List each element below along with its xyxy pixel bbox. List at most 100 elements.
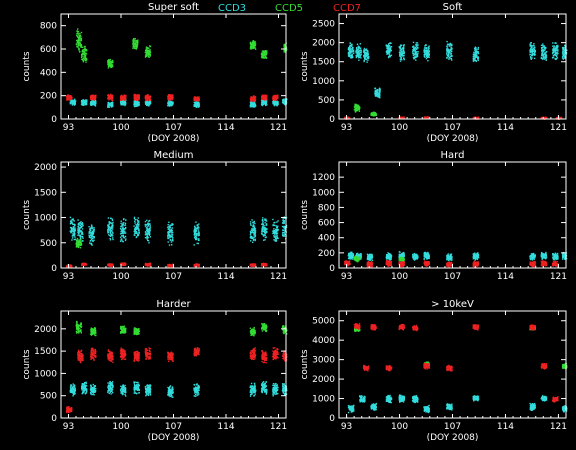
data-point — [363, 60, 365, 63]
data-point — [284, 45, 286, 47]
data-point — [135, 104, 138, 106]
data-point — [530, 45, 532, 48]
data-point — [107, 226, 109, 228]
data-point — [133, 98, 136, 101]
data-point — [474, 59, 477, 62]
data-point — [124, 235, 127, 238]
data-point — [149, 95, 152, 98]
data-point — [167, 94, 169, 97]
data-point — [284, 47, 286, 49]
data-point — [76, 245, 78, 248]
data-point — [401, 52, 403, 54]
data-point — [251, 219, 253, 221]
data-point — [145, 231, 147, 233]
data-point — [82, 240, 84, 242]
data-point — [146, 49, 148, 52]
data-point — [197, 102, 199, 104]
data-point — [252, 104, 255, 106]
data-point — [147, 51, 150, 54]
data-point — [252, 100, 254, 103]
data-point — [424, 46, 426, 49]
data-point — [555, 51, 557, 53]
data-point — [167, 233, 169, 235]
data-point — [83, 53, 85, 55]
data-point — [275, 230, 277, 233]
data-point — [388, 43, 390, 45]
data-point — [138, 225, 140, 227]
data-point — [148, 96, 151, 99]
data-point — [147, 239, 150, 242]
data-point — [262, 57, 264, 59]
data-point — [195, 232, 198, 235]
data-point — [111, 100, 114, 102]
data-point — [85, 58, 87, 61]
data-point — [81, 223, 84, 226]
data-point — [363, 51, 365, 53]
x-tick-label: 107 — [444, 123, 461, 133]
data-point — [196, 106, 198, 108]
data-point — [351, 55, 353, 58]
data-point — [563, 51, 565, 53]
data-point — [533, 44, 535, 47]
data-point — [122, 227, 124, 230]
data-point — [108, 223, 111, 225]
data-point — [534, 54, 536, 56]
data-point — [108, 234, 110, 236]
data-point — [78, 233, 80, 235]
data-point — [73, 238, 75, 241]
data-point — [533, 53, 535, 56]
data-point — [92, 232, 94, 234]
data-point — [133, 43, 135, 45]
data-point — [149, 53, 151, 55]
data-point — [564, 47, 566, 49]
data-point — [378, 96, 381, 99]
data-point — [89, 227, 92, 229]
data-point — [123, 102, 125, 105]
data-point — [146, 51, 148, 53]
data-point — [170, 96, 173, 99]
data-point — [84, 50, 87, 52]
data-point — [283, 44, 286, 46]
data-point — [71, 222, 73, 224]
data-point — [133, 216, 136, 219]
data-point — [76, 239, 78, 242]
data-point — [254, 105, 257, 107]
data-point — [147, 99, 149, 101]
data-point — [261, 226, 264, 228]
data-point — [351, 57, 353, 59]
data-point — [377, 96, 379, 98]
data-point — [91, 232, 93, 235]
data-point — [447, 43, 449, 45]
data-point — [83, 102, 85, 104]
data-point — [80, 36, 82, 38]
data-point — [265, 100, 268, 102]
data-point — [265, 56, 267, 58]
data-point — [283, 49, 285, 52]
data-point — [70, 264, 73, 267]
data-point — [108, 221, 111, 223]
data-point — [529, 51, 531, 54]
data-point — [133, 102, 135, 105]
data-point — [262, 98, 264, 100]
data-point — [121, 98, 123, 100]
point-cluster — [249, 95, 257, 103]
data-point — [415, 51, 418, 53]
data-point — [121, 103, 123, 105]
data-point — [265, 223, 268, 225]
data-point — [474, 51, 477, 54]
data-point — [195, 234, 198, 237]
data-point — [77, 231, 79, 233]
data-point — [533, 48, 536, 50]
data-point — [353, 52, 355, 54]
data-point — [74, 238, 77, 240]
data-point — [132, 45, 134, 47]
data-point — [77, 245, 79, 248]
data-point — [416, 48, 418, 50]
data-point — [172, 238, 174, 241]
data-point — [260, 103, 263, 105]
data-point — [73, 232, 75, 234]
data-point — [90, 238, 93, 241]
data-point — [529, 53, 531, 56]
data-point — [193, 101, 195, 104]
data-point — [250, 231, 252, 234]
